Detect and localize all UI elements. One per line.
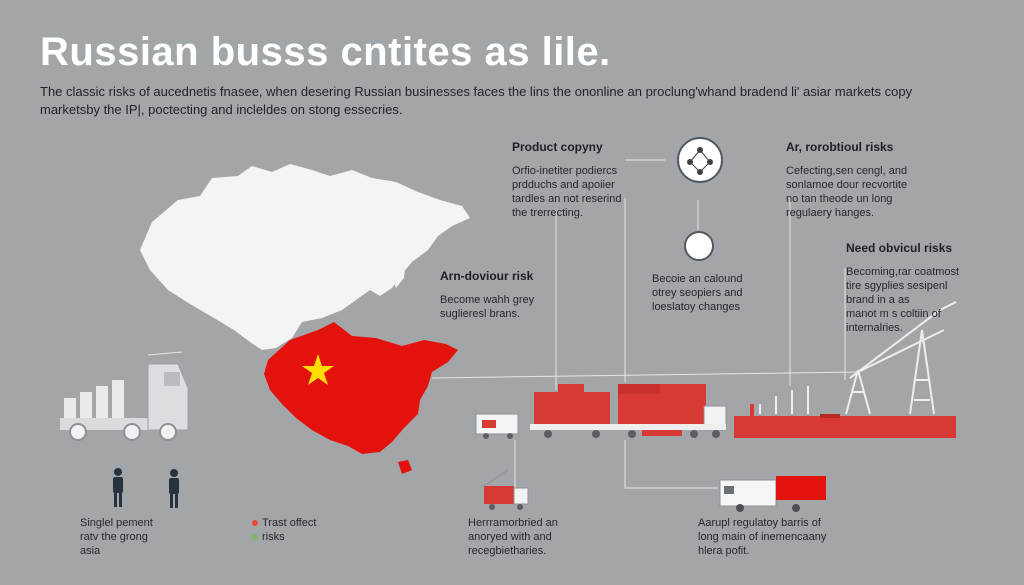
legend-item: Trast offect bbox=[252, 516, 316, 530]
network-icon bbox=[677, 137, 723, 183]
annotation-line: sonlamoe dour recvortite bbox=[786, 179, 908, 191]
legend-item: risks bbox=[252, 530, 316, 544]
annotation-heading: Need obvicul risks bbox=[846, 241, 953, 255]
page-title: Russian busss cntites as lile. bbox=[40, 30, 611, 74]
annotation-line: manot m s coltiin of bbox=[846, 308, 941, 320]
annotation-line: Orfio-inetiter podiercs bbox=[512, 165, 618, 177]
annotation-line: loeslatoy changes bbox=[652, 301, 741, 313]
small-truck bbox=[475, 413, 519, 439]
annotation-line: hlera pofit. bbox=[698, 545, 750, 557]
annotation-line: tardles an not reserind bbox=[512, 193, 622, 205]
annotation-line: Herrramorbried an bbox=[468, 517, 558, 529]
intro-text: The classic risks of aucednetis fnasee, … bbox=[40, 83, 920, 119]
annotation-line: the trerrecting. bbox=[512, 207, 583, 219]
intro-line-2: copy marketsby the IP|, poctecting and i… bbox=[40, 84, 913, 117]
annotation-line: anoryed with and bbox=[468, 531, 552, 543]
annotation-line: ratv the grong bbox=[80, 531, 148, 543]
annotation-need-obvicul: Need obvicul risks Becoming,rar coatmost… bbox=[846, 241, 959, 335]
annotation-hernamorbried: Herrramorbried an anoryed with and receg… bbox=[468, 516, 558, 558]
annotation-line: Cefecting,sen cengl, and bbox=[786, 165, 908, 177]
island-map bbox=[392, 252, 406, 288]
container-train bbox=[530, 384, 727, 438]
annotation-line: Become wahh grey bbox=[440, 294, 535, 306]
person-icon-2 bbox=[169, 469, 179, 508]
annotation-line: Singlel pement bbox=[80, 517, 153, 529]
annotation-ar-probotioul: Ar, rorobtioul risks Cefecting,sen cengl… bbox=[786, 140, 907, 220]
crane-icon bbox=[759, 301, 957, 415]
annotation-line: otrey seopiers and bbox=[652, 287, 743, 299]
compass-icon bbox=[684, 231, 714, 261]
annotation-line: no tan theode un long bbox=[786, 193, 893, 205]
annotation-line: tire sgyplies sesipenl bbox=[846, 280, 948, 292]
intro-line-1: The classic risks of aucednetis fnasee, … bbox=[40, 84, 882, 99]
annotation-line: Becoming,rar coatmost bbox=[846, 266, 960, 278]
annotation-am-dovioul: Arn-doviour risk Become wahh grey suglie… bbox=[440, 269, 534, 321]
annotation-line: suglieresl brans. bbox=[440, 308, 521, 320]
annotation-line: Becoie an calound bbox=[652, 273, 743, 285]
crane-truck bbox=[483, 469, 529, 510]
person-icon-1 bbox=[113, 468, 123, 507]
annotation-heading: Product copyny bbox=[512, 140, 603, 154]
annotation-line: long main of inemencaany bbox=[698, 531, 827, 543]
legend-dot-red bbox=[252, 520, 258, 527]
china-map bbox=[264, 322, 458, 454]
annotation-aarupl: Aarupl regulatoy barris of long main of … bbox=[698, 516, 826, 558]
legend: Trast offect risks bbox=[252, 516, 316, 544]
truck-left bbox=[60, 363, 189, 441]
annotation-line: internalries. bbox=[846, 322, 903, 334]
annotation-single-pement: Singlel pement ratv the grong asia bbox=[80, 516, 153, 558]
container-row bbox=[734, 404, 956, 438]
legend-dot-green bbox=[252, 534, 258, 541]
hainan-map bbox=[398, 460, 412, 474]
truck-icon bbox=[719, 476, 826, 512]
annotation-line: brand in a as bbox=[846, 294, 910, 306]
legend-label: Trast offect bbox=[262, 517, 317, 529]
star-icon bbox=[302, 354, 334, 385]
annotation-line: regulaery hanges. bbox=[786, 207, 875, 219]
annotation-line: asia bbox=[80, 545, 101, 557]
annotation-heading: Ar, rorobtioul risks bbox=[786, 140, 894, 154]
legend-label: risks bbox=[262, 531, 285, 543]
annotation-product-copying: Product copyny Orfio-inetiter podiercs p… bbox=[512, 140, 621, 220]
annotation-line: prdduchs and apoiier bbox=[512, 179, 615, 191]
connector-lines bbox=[147, 159, 861, 492]
russia-map bbox=[140, 164, 470, 350]
annotation-line: Aarupl regulatoy barris of bbox=[698, 517, 821, 529]
annotation-heading: Arn-doviour risk bbox=[440, 269, 534, 283]
annotation-line: recegbietharies. bbox=[468, 545, 547, 557]
annotation-becoie: Becoie an calound otrey seopiers and loe… bbox=[652, 272, 743, 314]
